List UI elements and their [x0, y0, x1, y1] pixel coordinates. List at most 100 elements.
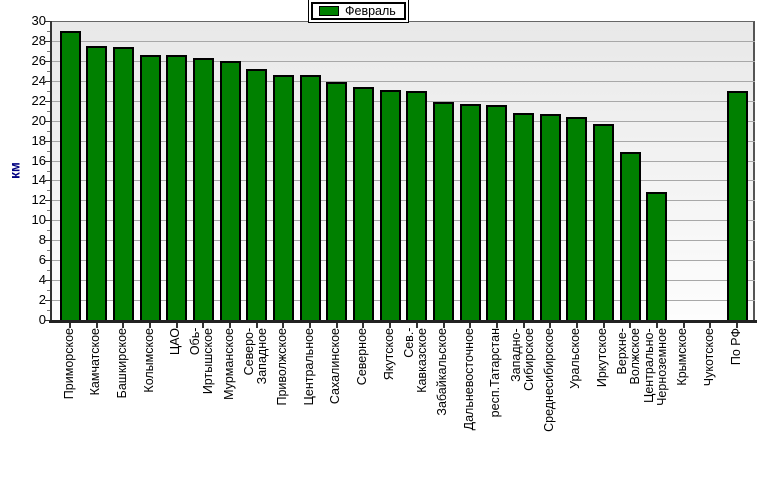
- bar-Центральное: [299, 74, 321, 320]
- y-axis-tick-label: 4: [38, 272, 46, 288]
- x-axis-category-label: Башкирское: [114, 328, 129, 399]
- x-axis-category-label: Сев.- Кавказское: [401, 328, 429, 393]
- y-axis-tick-label: 20: [31, 112, 46, 128]
- bar-Дальневосточное: [459, 103, 481, 320]
- y-axis-tick: [45, 140, 50, 142]
- bar-Камчатское: [86, 45, 108, 320]
- x-axis-tick: [149, 323, 152, 328]
- x-axis-tick: [69, 323, 71, 328]
- bar-Верхне--Волжское: [619, 151, 641, 320]
- bar-Центрально--Черноземное: [646, 192, 668, 320]
- x-axis-tick: [469, 323, 472, 328]
- y-axis-tick-label: 28: [31, 32, 46, 48]
- x-axis-category-label: Колымское: [141, 328, 156, 393]
- x-axis-category-label: Верхне- Волжское: [615, 328, 643, 385]
- x-axis-tick: [655, 323, 658, 328]
- x-axis-category-label: Мурманское: [221, 328, 236, 400]
- legend-series-label: Февраль: [345, 4, 396, 18]
- y-axis-minor-tick: [47, 250, 50, 252]
- y-axis-tick-label: 30: [31, 13, 46, 28]
- bar-Сахалинское: [326, 81, 348, 320]
- y-axis-minor-tick: [47, 30, 50, 32]
- bar-По-РФ: [726, 90, 748, 320]
- y-axis-tick: [45, 300, 50, 302]
- x-axis-category-label: Обь- Иртышское: [188, 328, 216, 395]
- x-axis-tick: [629, 323, 632, 328]
- bar-Сев.--Кавказское: [406, 90, 428, 320]
- x-axis-category-label: Крымское: [675, 328, 690, 386]
- x-axis-category-label: Среднесибирское: [541, 328, 556, 432]
- y-gridline: [52, 240, 755, 242]
- bar-Башкирское: [112, 46, 134, 320]
- x-axis-category-label: Северное: [354, 328, 369, 386]
- y-axis-tick-label: 2: [38, 292, 46, 308]
- bar-Колымское: [139, 54, 161, 320]
- y-gridline: [52, 280, 755, 282]
- y-axis-tick: [45, 80, 50, 82]
- x-axis-tick: [709, 323, 712, 328]
- y-gridline: [52, 200, 755, 202]
- y-gridline: [52, 40, 755, 42]
- x-axis-tick: [495, 323, 498, 328]
- y-axis-tick-label: 22: [31, 92, 46, 108]
- x-axis-category-label: Приволжское: [274, 328, 289, 406]
- x-axis-category-label: По РФ: [728, 328, 743, 366]
- y-axis-tick: [45, 240, 50, 242]
- y-axis-minor-tick: [47, 110, 50, 112]
- x-axis-tick: [362, 323, 365, 328]
- x-axis-tick: [682, 323, 685, 328]
- y-gridline: [52, 300, 755, 302]
- x-axis-category-label: ЦАО: [168, 328, 183, 356]
- bar-Северное: [352, 86, 374, 320]
- y-gridline: [52, 60, 755, 62]
- y-axis-minor-tick: [47, 270, 50, 272]
- x-axis-category-label: Камчатское: [88, 328, 103, 396]
- bar-респ.Татарстан: [486, 104, 508, 320]
- y-axis-minor-tick: [47, 130, 50, 132]
- y-axis-tick: [45, 320, 50, 321]
- x-axis-category-label: Иркутское: [595, 328, 610, 388]
- y-axis-tick-label: 26: [31, 52, 46, 68]
- x-axis-tick: [736, 323, 738, 328]
- x-axis-tick: [335, 323, 338, 328]
- x-axis-tick: [309, 323, 312, 328]
- x-axis-tick: [202, 323, 205, 328]
- x-axis-tick: [602, 323, 605, 328]
- x-axis-category-label: Приморское: [61, 328, 76, 400]
- x-axis-tick: [549, 323, 552, 328]
- y-axis-minor-tick: [47, 90, 50, 92]
- bar-Приволжское: [272, 74, 294, 320]
- legend-color-swatch-icon: [319, 6, 339, 16]
- y-gridline: [52, 120, 755, 122]
- y-axis-minor-tick: [47, 230, 50, 232]
- y-axis-minor-tick: [47, 50, 50, 52]
- x-axis-category-label: Чукотское: [701, 328, 716, 387]
- y-axis-minor-tick: [47, 290, 50, 292]
- y-gridline: [52, 140, 755, 142]
- y-axis-minor-tick: [47, 70, 50, 72]
- bar-Среднесибирское: [539, 113, 561, 320]
- x-axis-category-label: Северо- Западное: [241, 328, 269, 385]
- x-axis-category-label: Якутское: [381, 328, 396, 381]
- y-axis-tick-label: 16: [31, 152, 46, 168]
- bar-Забайкальское: [433, 101, 455, 320]
- y-axis-minor-tick: [47, 310, 50, 312]
- y-axis-tick-label: 12: [31, 192, 46, 208]
- y-gridline: [52, 100, 755, 102]
- bar-Западно--Сибирское: [513, 112, 535, 320]
- y-axis-tick: [45, 21, 50, 22]
- bar-Приморское: [59, 30, 81, 320]
- bar-Мурманское: [219, 60, 241, 320]
- x-axis-category-label: Западно- Сибирское: [508, 328, 536, 391]
- bar-Обь--Иртышское: [192, 57, 214, 320]
- y-axis-tick: [45, 260, 50, 262]
- y-gridline: [52, 220, 755, 222]
- y-axis-minor-tick: [47, 190, 50, 192]
- x-axis-category-label: Центрально- Черноземное: [641, 328, 669, 406]
- y-gridline: [52, 160, 755, 162]
- x-axis-category-label: Дальневосточное: [461, 328, 476, 431]
- x-axis-category-label: Уральское: [568, 328, 583, 389]
- bar-Северо--Западное: [246, 68, 268, 320]
- y-axis-tick: [45, 100, 50, 102]
- x-axis-tick: [389, 323, 392, 328]
